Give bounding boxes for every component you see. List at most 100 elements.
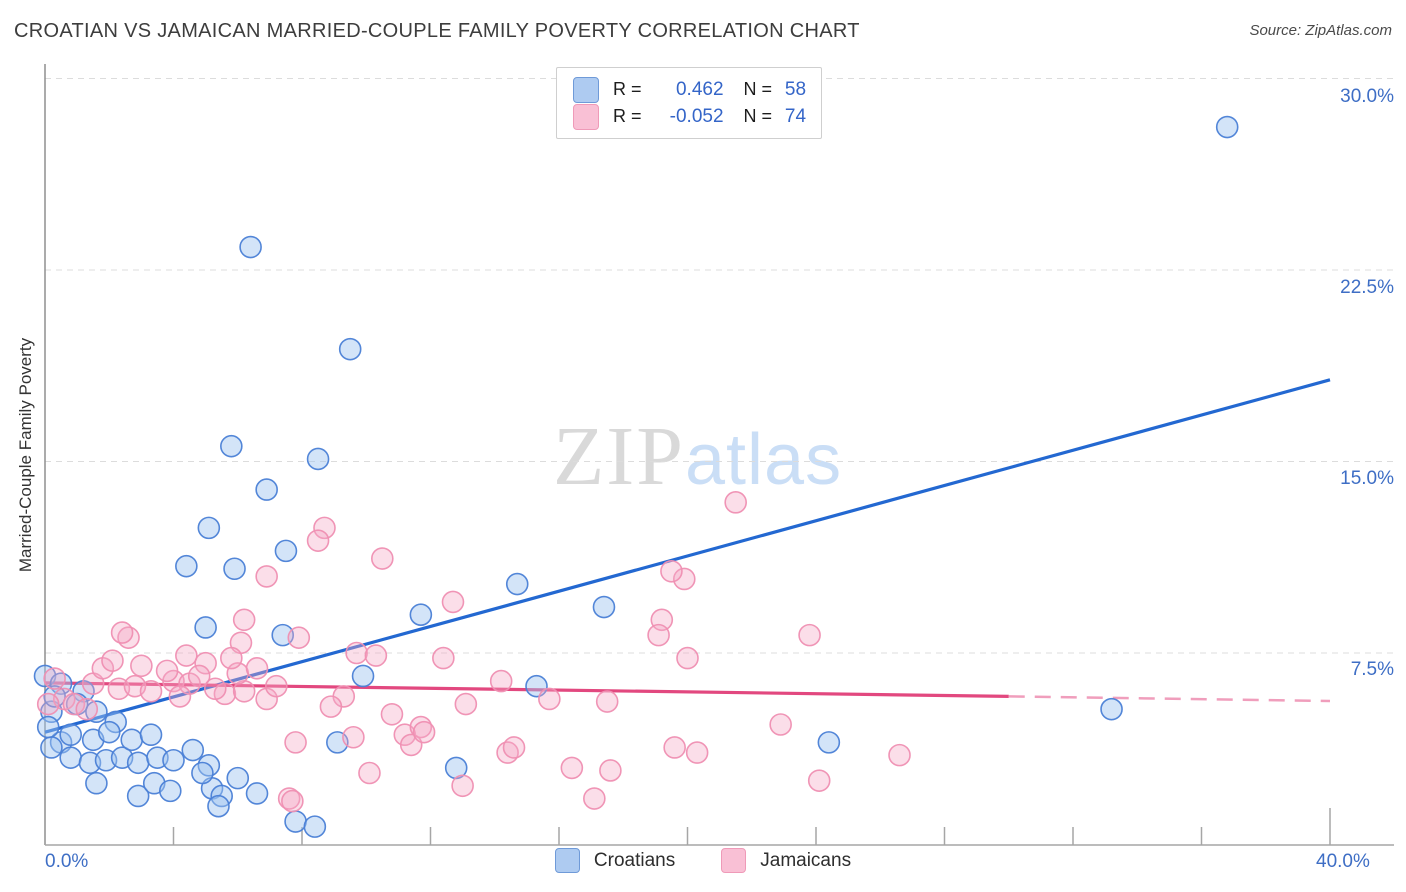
- stats-row-croatians: R = 0.462 N = 58: [573, 76, 809, 103]
- jamaicans-point: [194, 651, 217, 675]
- n-label: N =: [743, 106, 773, 126]
- croatians-point: [59, 723, 82, 747]
- x-axis-max-label: 40.0%: [1316, 851, 1370, 872]
- jamaicans-point: [583, 787, 606, 810]
- croatians-point: [223, 557, 246, 581]
- croatians-swatch-icon: [554, 848, 580, 873]
- jamaicans-point: [454, 692, 478, 716]
- jamaicans-swatch-icon: [721, 848, 747, 873]
- watermark-atlas: atlas: [685, 420, 843, 500]
- jamaicans-point: [43, 667, 66, 690]
- jamaicans-point: [110, 621, 134, 644]
- croatians-point: [220, 434, 243, 458]
- jamaicans-point: [595, 690, 619, 713]
- jamaicans-point: [489, 669, 513, 693]
- croatians-point: [306, 447, 330, 471]
- croatians-point: [274, 539, 298, 563]
- jamaicans-point: [277, 787, 301, 810]
- n-value-jamaicans: 74: [784, 105, 807, 127]
- jamaicans-point: [538, 687, 561, 711]
- jamaicans-point: [769, 713, 792, 736]
- croatians-point: [181, 738, 205, 762]
- y-tick-label-15: 15.0%: [1340, 468, 1394, 489]
- source-attribution: Source: ZipAtlas.com: [1249, 22, 1392, 39]
- jamaicans-point: [345, 641, 368, 665]
- x-axis-min-label: 0.0%: [45, 851, 89, 872]
- croatians-point: [162, 748, 185, 772]
- jamaicans-trendline-extension: [1008, 695, 1331, 703]
- jamaicans-point: [62, 692, 86, 716]
- stats-row-jamaicans: R = -0.052 N = 74: [573, 103, 809, 130]
- n-value-croatians: 58: [784, 78, 807, 100]
- r-label: R =: [613, 106, 642, 126]
- jamaicans-point: [175, 644, 198, 667]
- jamaicans-point: [647, 623, 670, 647]
- y-tick-label-30: 30.0%: [1340, 86, 1394, 107]
- croatians-point: [207, 794, 230, 818]
- y-axis-title: Married-Couple Family Poverty: [16, 337, 35, 573]
- jamaicans-point: [724, 491, 747, 514]
- croatians-point: [120, 728, 144, 752]
- correlation-stats-box: R = 0.462 N = 58 R = -0.052 N = 74: [556, 67, 822, 139]
- y-tick-label-22-5: 22.5%: [1340, 277, 1394, 298]
- jamaicans-point: [342, 725, 365, 749]
- jamaicans-point: [287, 626, 311, 649]
- croatians-point: [226, 766, 250, 790]
- r-label: R =: [613, 79, 642, 99]
- croatians-point: [1215, 115, 1239, 139]
- legend-item-jamaicans: Jamaicans: [721, 848, 851, 873]
- r-value-croatians: 0.462: [675, 78, 724, 100]
- croatians-point: [175, 554, 198, 578]
- jamaicans-point: [660, 559, 683, 583]
- jamaicans-point: [432, 646, 455, 670]
- jamaicans-point: [807, 769, 831, 792]
- jamaicans-point: [358, 761, 381, 785]
- croatians-point: [97, 720, 121, 744]
- croatians-point: [245, 782, 269, 805]
- jamaicans-point: [139, 680, 163, 703]
- croatians-point: [139, 723, 163, 747]
- croatians-point: [85, 771, 108, 795]
- croatians-point: [351, 664, 375, 688]
- jamaicans-point: [245, 657, 269, 680]
- jamaicans-point: [371, 547, 394, 570]
- croatians-point: [303, 815, 327, 838]
- croatians-point: [1100, 697, 1123, 721]
- jamaicans-point: [203, 677, 227, 701]
- jamaicans-point: [36, 692, 60, 716]
- jamaicans-point: [168, 685, 192, 708]
- croatians-point: [191, 761, 214, 785]
- croatians-point: [40, 736, 63, 759]
- croatians-point: [592, 595, 616, 619]
- zipatlas-watermark: ZIPatlas: [553, 408, 842, 505]
- jamaicans-point: [220, 646, 243, 670]
- jamaicans-point: [441, 590, 465, 614]
- watermark-zip: ZIP: [553, 410, 685, 503]
- legend-label-croatians: Croatians: [593, 849, 676, 871]
- jamaicans-point: [101, 649, 124, 672]
- croatians-point: [36, 715, 60, 739]
- jamaicans-point: [560, 756, 584, 780]
- r-value-jamaicans: -0.052: [669, 105, 724, 127]
- croatians-point: [239, 235, 262, 259]
- page-title: CROATIAN VS JAMAICAN MARRIED-COUPLE FAMI…: [14, 20, 860, 42]
- jamaicans-point: [75, 697, 99, 721]
- jamaicans-point: [306, 529, 330, 552]
- jamaicans-swatch-icon: [573, 103, 599, 130]
- jamaicans-point: [281, 789, 304, 813]
- jamaicans-point: [599, 759, 622, 782]
- jamaicans-point: [130, 654, 153, 678]
- jamaicans-point: [451, 774, 474, 798]
- croatians-point: [284, 810, 307, 833]
- croatians-point: [505, 572, 529, 596]
- jamaicans-point: [364, 644, 388, 667]
- jamaicans-point: [798, 623, 821, 647]
- jamaicans-point: [155, 659, 179, 683]
- croatians-point: [338, 337, 362, 361]
- jamaicans-point: [676, 646, 699, 670]
- croatians-point: [817, 731, 841, 754]
- croatians-point: [158, 779, 182, 803]
- jamaicans-point: [232, 608, 256, 632]
